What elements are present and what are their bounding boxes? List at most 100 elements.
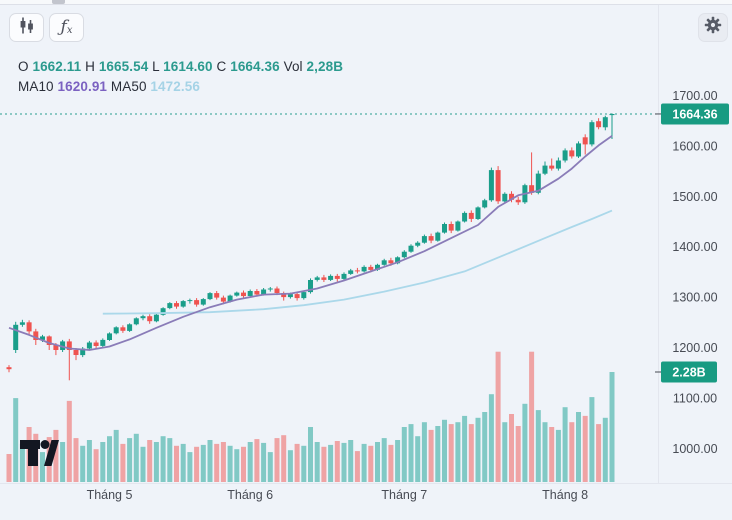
ma-legend-row: MA10 1620.91 MA50 1472.56 bbox=[18, 77, 343, 97]
volume-bar bbox=[13, 398, 19, 482]
candle-body bbox=[308, 280, 313, 293]
open-label: O bbox=[18, 59, 29, 74]
volume-bar bbox=[488, 394, 494, 482]
high-value: 1665.54 bbox=[98, 59, 149, 74]
tradingview-logo[interactable] bbox=[20, 440, 59, 467]
volume-bar bbox=[502, 422, 508, 482]
volume-bar bbox=[455, 422, 461, 482]
volume-bar bbox=[294, 443, 300, 482]
candle-body bbox=[495, 170, 501, 202]
price-tick-label: 1000.00 bbox=[672, 442, 717, 456]
volume-label: Vol bbox=[283, 59, 303, 74]
volume-bar bbox=[120, 443, 126, 482]
volume-bar bbox=[495, 351, 501, 482]
candle-body bbox=[408, 245, 414, 252]
candle-body bbox=[569, 150, 575, 157]
volume-bar bbox=[66, 400, 72, 482]
candle-body bbox=[321, 277, 327, 280]
volume-bar bbox=[247, 442, 253, 482]
candle-body bbox=[589, 122, 595, 145]
volume-bar bbox=[267, 452, 273, 482]
price-axis[interactable]: 1700.00 1600.00 1500.00 1400.00 1300.00 1200.… bbox=[655, 89, 729, 456]
volume-bar bbox=[80, 445, 86, 482]
candle-body bbox=[388, 260, 394, 264]
open-value: 1662.11 bbox=[32, 59, 82, 74]
candle-body bbox=[341, 273, 347, 279]
candle-body bbox=[448, 224, 454, 231]
ma50-line bbox=[102, 209, 613, 315]
pane-resize-handle[interactable] bbox=[52, 0, 65, 4]
volume-bar bbox=[328, 444, 334, 482]
candles bbox=[6, 113, 615, 381]
time-tick-label: Tháng 8 bbox=[542, 488, 588, 502]
candle-body bbox=[549, 165, 555, 169]
candle-body bbox=[180, 301, 186, 307]
volume-bar bbox=[348, 440, 354, 482]
volume-bar bbox=[596, 424, 602, 482]
axis-badge bbox=[661, 361, 717, 383]
candle-body bbox=[80, 348, 86, 356]
volume-bar bbox=[207, 440, 213, 482]
ma50-label: MA50 bbox=[110, 79, 147, 94]
candle-body bbox=[395, 257, 401, 264]
candle-body bbox=[167, 303, 173, 309]
volume-bar bbox=[435, 426, 441, 482]
volume-bar bbox=[582, 415, 588, 482]
ma50-value: 1472.56 bbox=[150, 79, 200, 94]
candle-body bbox=[214, 293, 220, 298]
price-tick-label: 1500.00 bbox=[672, 190, 717, 204]
volume-bar bbox=[515, 426, 521, 482]
ohlc-legend-row: O 1662.11 H 1665.54 L 1614.60 C 1664.36 … bbox=[18, 57, 343, 77]
settings-button[interactable] bbox=[698, 13, 728, 42]
candle-body bbox=[562, 150, 568, 161]
close-value: 1664.36 bbox=[230, 59, 280, 74]
time-axis[interactable]: Tháng 5 Tháng 6 Tháng 7 Tháng 8 bbox=[87, 488, 589, 502]
volume-bar bbox=[569, 422, 575, 482]
ma10-line bbox=[8, 135, 613, 351]
volume-bar bbox=[73, 438, 79, 482]
volume-bar bbox=[287, 450, 293, 482]
ma10 bbox=[8, 135, 613, 351]
candle-body bbox=[462, 212, 468, 222]
volume-bar bbox=[301, 445, 307, 482]
volume-bar bbox=[522, 403, 528, 482]
candle-body bbox=[455, 221, 461, 231]
candle-body bbox=[86, 342, 92, 349]
candle-body bbox=[100, 339, 106, 346]
candle-body bbox=[66, 341, 72, 350]
volume-bar bbox=[19, 443, 25, 482]
candle-body bbox=[488, 170, 494, 201]
candle-body bbox=[328, 275, 334, 280]
candle-body bbox=[542, 165, 548, 174]
volume-bar bbox=[187, 452, 193, 482]
candle-body bbox=[19, 322, 25, 325]
candle-body bbox=[375, 264, 380, 270]
candle-body bbox=[602, 117, 608, 128]
volume-bar bbox=[442, 419, 447, 482]
chart-style-button[interactable] bbox=[9, 13, 44, 42]
legend: O 1662.11 H 1665.54 L 1614.60 C 1664.36 … bbox=[18, 57, 343, 97]
volume-bar bbox=[214, 443, 220, 482]
volume-bar bbox=[462, 415, 468, 482]
volume-bar bbox=[321, 446, 327, 482]
candle-body bbox=[401, 251, 407, 258]
volume-bar bbox=[234, 449, 240, 482]
ma10-value: 1620.91 bbox=[57, 79, 108, 94]
candle-body bbox=[596, 121, 602, 128]
candle-body bbox=[107, 333, 112, 340]
volume-bar bbox=[160, 436, 166, 482]
fx-icon: ƒ bbox=[60, 17, 67, 37]
price-tick-label: 1200.00 bbox=[672, 341, 717, 355]
candle-body bbox=[60, 341, 66, 350]
candle-body bbox=[442, 224, 447, 233]
volume-bar bbox=[334, 441, 340, 482]
candle-body bbox=[576, 143, 581, 157]
candle-body bbox=[241, 292, 246, 297]
candle-body bbox=[254, 291, 260, 295]
candle-body bbox=[294, 294, 300, 299]
axis-badge-text: 2.28B bbox=[672, 366, 705, 380]
price-tick-label: 1100.00 bbox=[673, 391, 717, 405]
